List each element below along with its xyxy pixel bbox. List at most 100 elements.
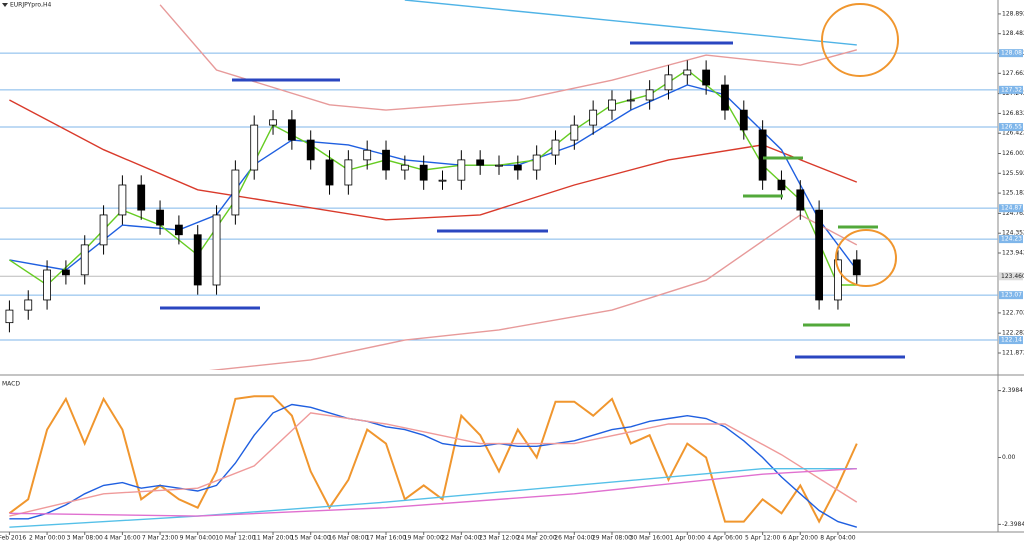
x-tick-label: 4 Apr 06:00 <box>707 535 742 542</box>
indicator-title: MACD <box>2 381 20 388</box>
x-tick-label: 3 Mar 08:00 <box>67 535 103 542</box>
y-tick-label: 124.762 <box>1002 210 1024 217</box>
indicator-line <box>9 412 858 517</box>
x-tick-label: 4 Mar 16:00 <box>104 535 140 542</box>
candle-body <box>344 159 353 186</box>
y-tick-label: 122.282 <box>1002 330 1024 337</box>
candle-body <box>532 154 541 171</box>
candle-body <box>702 69 711 86</box>
level-label: 122.14 <box>1001 337 1022 344</box>
candle-body <box>382 149 390 171</box>
indicator-line <box>9 84 858 271</box>
y-tick-label: 126.422 <box>1002 130 1024 137</box>
x-tick-label: 6 Apr 20:00 <box>783 535 818 542</box>
candle-body <box>137 184 146 211</box>
candle-body <box>231 169 240 216</box>
y-tick-label: -2.3984 <box>1002 521 1024 528</box>
indicator-line <box>9 468 857 517</box>
y-tick-label: 126.832 <box>1002 110 1024 117</box>
candle-body <box>457 159 466 181</box>
x-tick-label: 1 Apr 00:00 <box>670 535 705 542</box>
candle-body <box>62 269 70 276</box>
candle-body <box>99 214 108 246</box>
x-tick-label: 10 Mar 12:00 <box>215 535 255 542</box>
level-tag <box>999 336 1023 345</box>
candle-body <box>5 309 14 324</box>
x-tick-label: 26 Mar 04:00 <box>554 535 594 542</box>
y-tick-label: 126.002 <box>1002 150 1024 157</box>
candle-body <box>325 159 334 186</box>
y-tick-label: 125.182 <box>1002 190 1024 197</box>
y-tick-label: 128.892 <box>1002 10 1024 17</box>
candle-body <box>721 84 729 111</box>
level-tag <box>999 85 1023 94</box>
y-tick-label: 122.702 <box>1002 309 1024 316</box>
x-tick-label: 30 Mar 16:00 <box>630 535 670 542</box>
level-tag <box>999 291 1023 300</box>
level-label: 124.87 <box>1001 205 1022 212</box>
x-tick-label: 9 Feb 2016 <box>0 535 26 542</box>
indicator-line <box>208 214 858 370</box>
candle-body <box>834 259 842 301</box>
last-price-tag <box>999 272 1023 281</box>
y-tick-label: 127.662 <box>1002 70 1024 77</box>
macd-panel <box>8 395 858 528</box>
x-tick-label: 7 Mar 23:00 <box>142 535 178 542</box>
candle-body <box>739 109 748 131</box>
candle-body <box>438 179 447 182</box>
candle-body <box>683 69 692 76</box>
candle-body <box>589 109 598 126</box>
indicator-line <box>9 99 858 221</box>
chart-title: EURJPYpro,H4 <box>10 2 52 9</box>
annotations <box>160 3 905 359</box>
level-tag <box>999 204 1023 213</box>
indicator-line <box>9 403 857 528</box>
x-tick-label: 9 Mar 04:00 <box>180 535 216 542</box>
x-tick-label: 17 Mar 16:00 <box>366 535 406 542</box>
candle-body <box>269 119 277 126</box>
highlight-circle <box>821 3 899 77</box>
y-tick-label: 121.872 <box>1002 349 1024 356</box>
candle-body <box>193 234 202 286</box>
axes: 128.892128.482128.072127.662127.242126.8… <box>0 10 1024 541</box>
candle-body <box>476 159 485 166</box>
candle-body <box>156 209 164 226</box>
candle-body <box>419 164 428 181</box>
x-tick-label: 8 Apr 04:00 <box>820 535 855 542</box>
y-tick-label: 124.352 <box>1002 230 1024 237</box>
candle-body <box>363 149 372 161</box>
y-tick-label: 125.592 <box>1002 170 1024 177</box>
x-tick-label: 2 Mar 00:00 <box>29 535 65 542</box>
x-tick-label: 23 Mar 12:00 <box>479 535 519 542</box>
level-tag <box>999 235 1023 244</box>
indicator-line <box>9 468 857 528</box>
level-label: 128.08 <box>1001 50 1022 57</box>
indicator-line <box>8 395 858 524</box>
candle-body <box>306 139 315 161</box>
x-tick-label: 24 Mar 20:00 <box>517 535 557 542</box>
candle-body <box>815 209 824 301</box>
x-tick-label: 29 Mar 08:00 <box>592 535 632 542</box>
candle-body <box>495 164 503 167</box>
y-tick-label: 128.482 <box>1002 30 1024 37</box>
candle-body <box>758 129 767 181</box>
highlight-circle <box>835 229 897 287</box>
candle-body <box>250 124 259 171</box>
indicator-line <box>404 0 857 46</box>
candle-body <box>608 99 616 111</box>
x-tick-label: 16 Mar 08:00 <box>328 535 368 542</box>
price-panel <box>0 0 998 370</box>
candle-body <box>212 214 221 286</box>
candle-body <box>43 269 51 301</box>
level-label: 123.07 <box>1001 292 1022 299</box>
level-label: 124.23 <box>1001 236 1022 243</box>
x-tick-label: 5 Apr 12:00 <box>745 535 780 542</box>
candle-body <box>570 124 579 141</box>
y-tick-label: 0.00 <box>1002 454 1016 461</box>
level-label: 126.55 <box>1001 124 1022 131</box>
y-tick-label: 123.942 <box>1002 250 1024 257</box>
candle-body <box>80 244 89 276</box>
indicator-line <box>159 4 857 111</box>
candle-body <box>174 224 183 236</box>
